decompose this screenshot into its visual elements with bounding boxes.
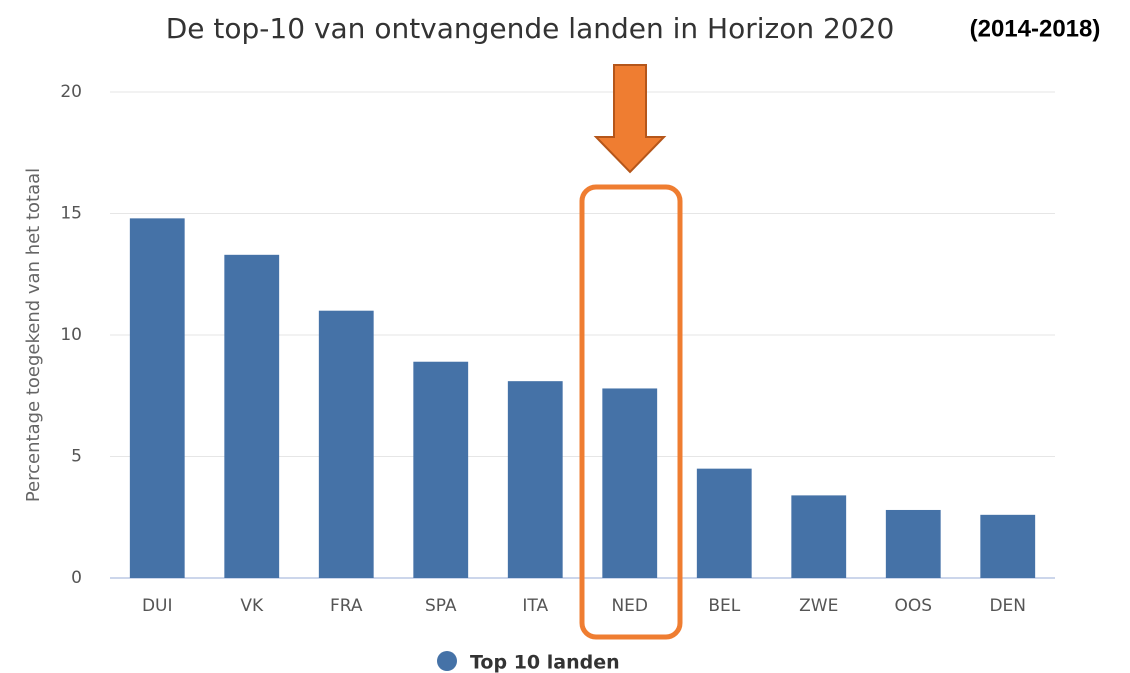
bar: [507, 381, 563, 578]
bar: [224, 254, 280, 578]
chart-subtitle: (2014-2018): [970, 15, 1101, 42]
x-tick-label: BEL: [708, 596, 740, 616]
chart-title: De top-10 van ontvangende landen in Hori…: [166, 12, 895, 45]
y-tick-label: 5: [71, 447, 82, 467]
highlight-arrow: [593, 64, 667, 174]
bar: [791, 495, 847, 578]
bar: [413, 361, 469, 578]
bar: [696, 468, 752, 578]
legend-marker: [437, 651, 457, 671]
x-tick-label: ZWE: [799, 596, 838, 616]
y-tick-label: 15: [60, 204, 82, 224]
x-tick-label: FRA: [330, 596, 363, 616]
y-axis-label: Percentage toegekend van het totaal: [23, 168, 44, 502]
x-tick-label: NED: [611, 596, 648, 616]
bar: [885, 509, 941, 578]
x-tick-label: DUI: [142, 596, 173, 616]
x-tick-label: SPA: [425, 596, 457, 616]
x-tick-label: OOS: [894, 596, 932, 616]
y-tick-label: 20: [60, 82, 82, 102]
bar: [980, 514, 1036, 578]
x-tick-label: VK: [240, 596, 264, 616]
plot-area: 0 5 10 15 20 DUI VK FRA SPA ITA NED BEL ZWE OOS DEN Top…: [60, 82, 1055, 673]
bar: [318, 310, 374, 578]
highlight-box: [579, 184, 683, 640]
x-tick-label: DEN: [989, 596, 1026, 616]
y-tick-label: 10: [60, 325, 82, 345]
bar: [602, 388, 658, 578]
y-tick-label: 0: [71, 568, 82, 588]
legend-label: Top 10 landen: [470, 652, 620, 673]
bar: [129, 218, 185, 579]
x-tick-label: ITA: [522, 596, 548, 616]
